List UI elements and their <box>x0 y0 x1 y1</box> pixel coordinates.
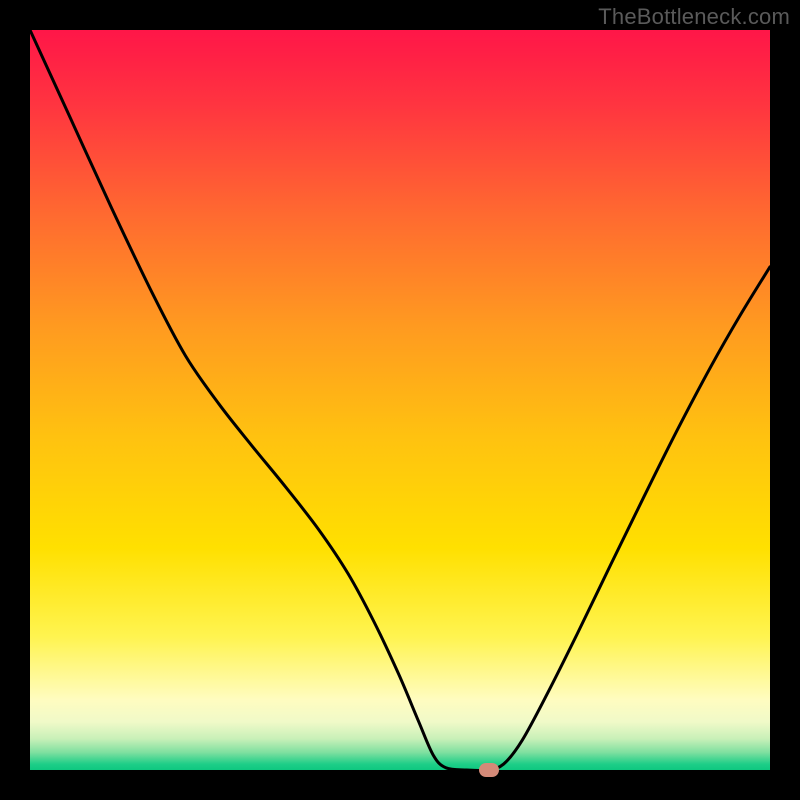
bottleneck-curve <box>30 30 770 770</box>
optimal-point-marker <box>479 763 499 777</box>
watermark-text: TheBottleneck.com <box>598 4 790 30</box>
chart-container: TheBottleneck.com <box>0 0 800 800</box>
plot-area <box>30 30 770 770</box>
